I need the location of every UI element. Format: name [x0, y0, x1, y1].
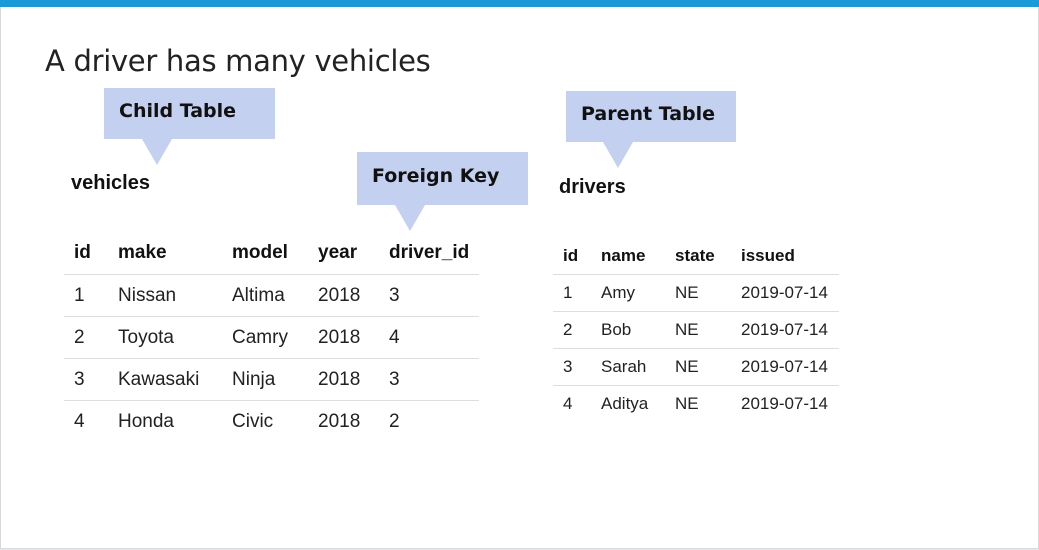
cell-id: 3 — [553, 348, 591, 386]
table-row: 2 Bob NE 2019-07-14 — [553, 311, 839, 349]
cell-make: Honda — [108, 400, 222, 442]
cell-id: 1 — [553, 274, 591, 312]
child-table-callout-pointer — [142, 139, 172, 165]
cell-year: 2018 — [308, 316, 379, 359]
drivers-table-name: drivers — [559, 176, 626, 198]
parent-table-callout: Parent Table — [566, 91, 736, 142]
cell-model: Camry — [222, 316, 308, 359]
table-row: 2 Toyota Camry 2018 4 — [64, 316, 480, 359]
child-table-callout: Child Table — [104, 88, 275, 139]
cell-make: Nissan — [108, 274, 222, 317]
cell-driver-id: 2 — [379, 400, 480, 442]
table-row: 3 Kawasaki Ninja 2018 3 — [64, 358, 480, 401]
cell-id: 3 — [64, 358, 108, 401]
cell-make: Kawasaki — [108, 358, 222, 401]
cell-name: Sarah — [591, 348, 665, 386]
foreign-key-callout-label: Foreign Key — [372, 165, 500, 187]
table-row: 1 Amy NE 2019-07-14 — [553, 274, 839, 312]
column-header-state: state — [675, 246, 715, 265]
cell-year: 2018 — [308, 274, 379, 317]
child-table-callout-label: Child Table — [119, 100, 237, 122]
slide-title: A driver has many vehicles — [45, 44, 431, 78]
table-row: 3 Sarah NE 2019-07-14 — [553, 348, 839, 386]
cell-issued: 2019-07-14 — [731, 311, 839, 349]
cell-issued: 2019-07-14 — [731, 385, 839, 422]
cell-issued: 2019-07-14 — [731, 274, 839, 312]
cell-year: 2018 — [308, 400, 379, 442]
foreign-key-callout-pointer — [395, 205, 425, 231]
table-header-row: id name state issued — [553, 238, 839, 275]
cell-model: Ninja — [222, 358, 308, 401]
column-header-issued: issued — [741, 246, 795, 265]
table-row: 1 Nissan Altima 2018 3 — [64, 274, 480, 317]
drivers-table: id name state issued 1 Amy NE 2019-07-14… — [553, 238, 839, 422]
cell-state: NE — [665, 348, 731, 386]
cell-state: NE — [665, 385, 731, 422]
parent-table-callout-label: Parent Table — [581, 103, 716, 125]
column-header-year: year — [318, 242, 358, 263]
table-row: 4 Aditya NE 2019-07-14 — [553, 385, 839, 422]
cell-id: 2 — [553, 311, 591, 349]
cell-state: NE — [665, 311, 731, 349]
column-header-make: make — [118, 242, 167, 263]
foreign-key-callout: Foreign Key — [357, 152, 528, 205]
cell-driver-id: 4 — [379, 316, 480, 359]
cell-name: Aditya — [591, 385, 665, 422]
cell-state: NE — [665, 274, 731, 312]
column-header-name: name — [601, 246, 646, 265]
column-header-id: id — [74, 242, 91, 263]
cell-id: 2 — [64, 316, 108, 359]
cell-driver-id: 3 — [379, 358, 480, 401]
column-header-model: model — [232, 242, 288, 263]
cell-driver-id: 3 — [379, 274, 480, 317]
cell-id: 1 — [64, 274, 108, 317]
accent-bar — [0, 0, 1039, 7]
vehicles-table-name: vehicles — [71, 172, 150, 194]
cell-name: Bob — [591, 311, 665, 349]
cell-year: 2018 — [308, 358, 379, 401]
cell-model: Civic — [222, 400, 308, 442]
cell-make: Toyota — [108, 316, 222, 359]
table-row: 4 Honda Civic 2018 2 — [64, 400, 480, 442]
cell-id: 4 — [553, 385, 591, 422]
cell-model: Altima — [222, 274, 308, 317]
vehicles-table: id make model year driver_id 1 Nissan Al… — [64, 232, 480, 442]
cell-name: Amy — [591, 274, 665, 312]
column-header-driver-id: driver_id — [389, 242, 470, 263]
parent-table-callout-pointer — [603, 142, 633, 168]
column-header-id: id — [563, 246, 579, 265]
cell-id: 4 — [64, 400, 108, 442]
cell-issued: 2019-07-14 — [731, 348, 839, 386]
table-header-row: id make model year driver_id — [64, 232, 479, 275]
